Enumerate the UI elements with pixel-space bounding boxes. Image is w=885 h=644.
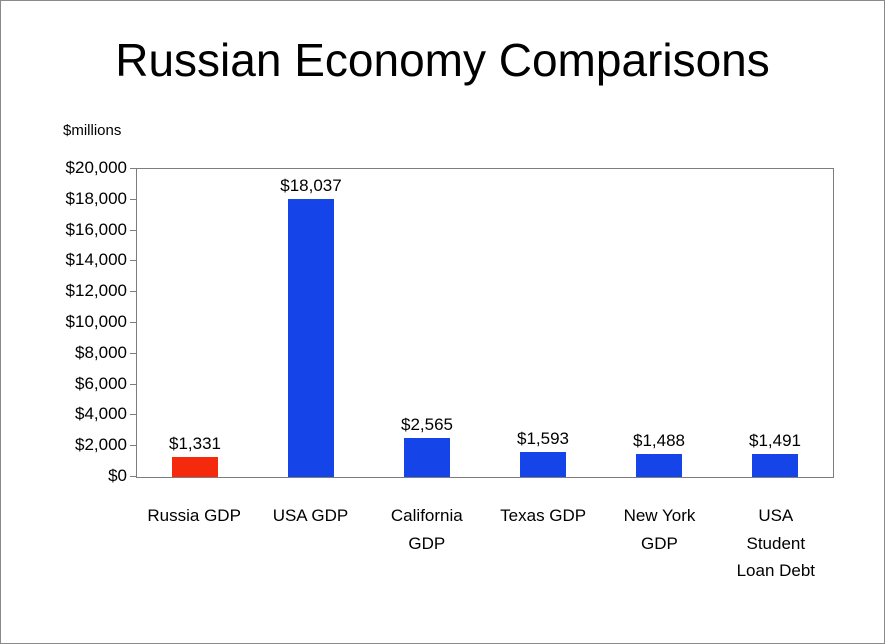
bar bbox=[404, 437, 450, 477]
y-tick-mark bbox=[130, 322, 136, 323]
bars-row: $1,331 $18,037 $2,565 $1,593 $1,488 $1,491 bbox=[137, 169, 833, 477]
y-tick-label: $18,000 bbox=[65, 188, 127, 208]
bar bbox=[520, 452, 566, 477]
x-axis-category-label: USA Student Loan Debt bbox=[736, 506, 816, 581]
y-tick-mark bbox=[130, 198, 136, 200]
x-axis-category-label: Texas GDP bbox=[500, 506, 587, 525]
y-tick-mark bbox=[130, 168, 136, 169]
bar-value-label: $1,593 bbox=[517, 429, 569, 449]
x-axis-category-label: Russia GDP bbox=[147, 506, 241, 525]
plot-area: $1,331 $18,037 $2,565 $1,593 $1,488 $1,491 bbox=[136, 168, 834, 478]
x-axis-category-label: USA GDP bbox=[272, 506, 349, 525]
bar-slot: $1,488 bbox=[601, 169, 717, 477]
bar-value-label: $2,565 bbox=[401, 414, 453, 434]
bar bbox=[172, 456, 218, 477]
bar bbox=[636, 454, 682, 477]
y-tick-label: $20,000 bbox=[65, 158, 127, 177]
y-tick-mark bbox=[130, 352, 136, 354]
y-tick-label: $14,000 bbox=[65, 250, 127, 270]
y-tick-mark bbox=[130, 260, 136, 262]
x-axis-category-label: California GDP bbox=[390, 506, 463, 553]
y-tick-mark bbox=[130, 445, 136, 447]
y-tick-label: $10,000 bbox=[65, 312, 127, 331]
y-axis-tick-marks bbox=[130, 168, 136, 478]
y-tick-label: $12,000 bbox=[65, 281, 127, 301]
y-axis: $0 $2,000 $4,000 $6,000 $8,000 $10,000 $12,000… bbox=[1, 158, 127, 485]
bar bbox=[288, 199, 334, 477]
x-axis-category-label: New York GDP bbox=[623, 506, 696, 553]
y-tick-label: $16,000 bbox=[65, 219, 127, 239]
y-tick-mark bbox=[130, 414, 136, 416]
bar-value-label: $1,331 bbox=[169, 433, 221, 453]
y-tick-label: $6,000 bbox=[75, 373, 127, 393]
y-tick-mark bbox=[130, 383, 136, 385]
y-tick-label: $2,000 bbox=[75, 435, 127, 455]
bar-slot: $18,037 bbox=[253, 169, 369, 477]
chart-title: Russian Economy Comparisons bbox=[115, 34, 770, 86]
bar-value-label: $18,037 bbox=[280, 176, 342, 196]
x-axis-labels: Russia GDP USA GDP California GDP Texas GDP… bbox=[136, 478, 834, 585]
y-tick-label: $8,000 bbox=[75, 342, 127, 362]
bar bbox=[752, 454, 798, 477]
bar-slot: $2,565 bbox=[369, 169, 485, 477]
y-axis-units-label: $millions bbox=[63, 122, 122, 139]
bar-slot: $1,331 bbox=[137, 169, 253, 477]
y-tick-mark bbox=[130, 229, 136, 231]
bar-slot: $1,593 bbox=[485, 169, 601, 477]
y-tick-mark bbox=[130, 291, 136, 293]
y-tick-mark bbox=[130, 476, 136, 477]
y-tick-label: $0 bbox=[108, 466, 127, 485]
bar-value-label: $1,491 bbox=[749, 431, 801, 451]
bar-slot: $1,491 bbox=[717, 169, 833, 477]
bar-value-label: $1,488 bbox=[633, 431, 685, 451]
y-tick-label: $4,000 bbox=[75, 404, 127, 424]
